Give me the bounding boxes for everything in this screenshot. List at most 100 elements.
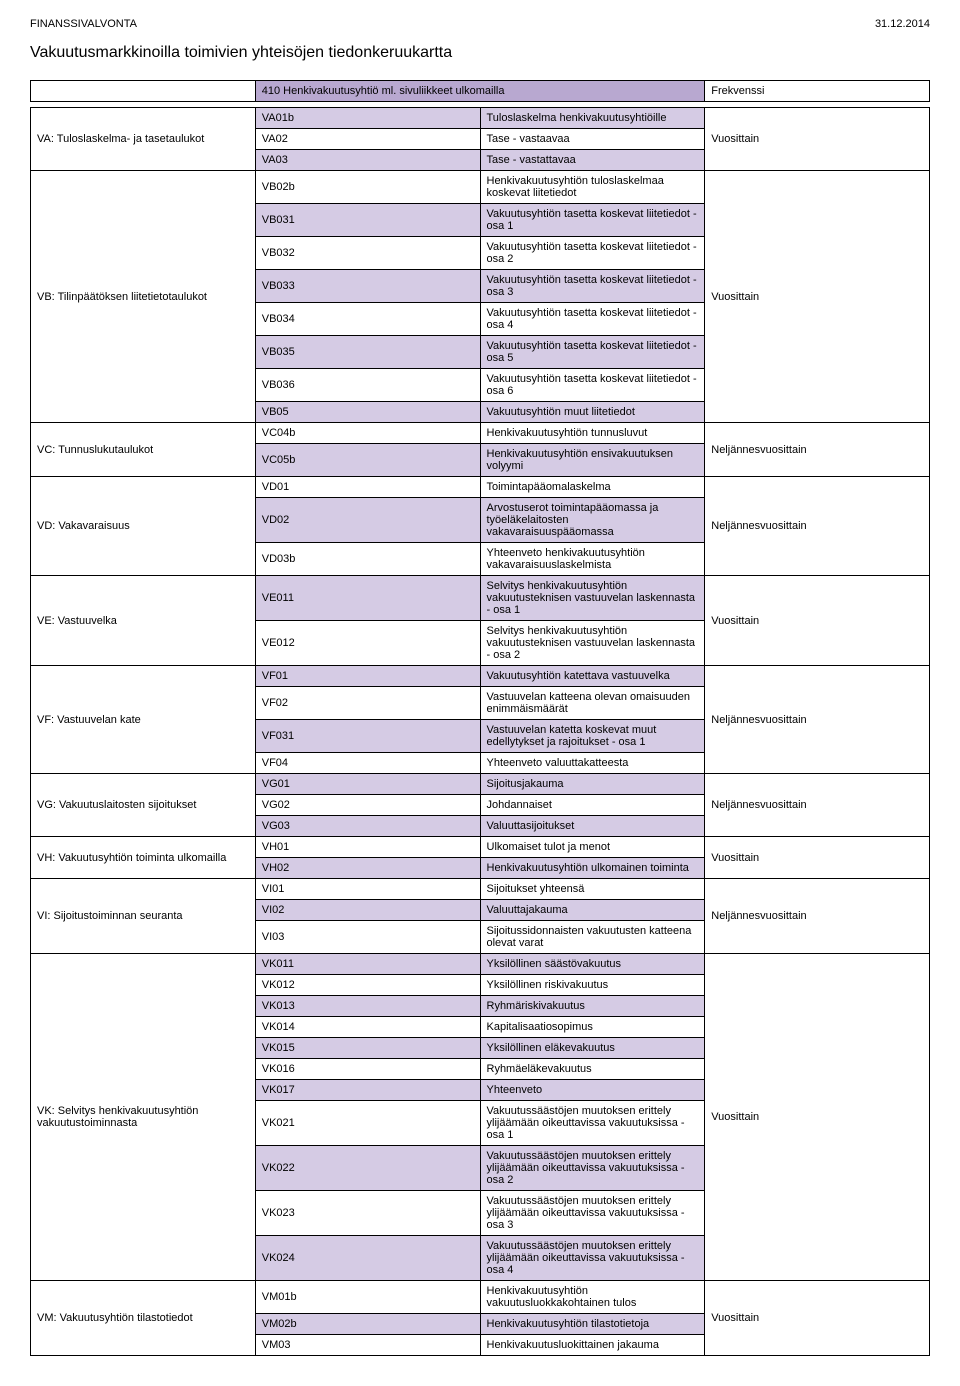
desc-cell: Henkivakuutusluokittainen jakauma <box>480 1335 705 1356</box>
freq-cell: Vuosittain <box>705 171 930 423</box>
desc-cell: Vakuutusyhtiön muut liitetiedot <box>480 402 705 423</box>
code-cell: VM02b <box>255 1314 480 1335</box>
table-row: VH: Vakuutusyhtiön toiminta ulkomaillaVH… <box>31 837 930 858</box>
page-title: Vakuutusmarkkinoilla toimivien yhteisöje… <box>30 44 930 62</box>
code-cell: VF04 <box>255 753 480 774</box>
desc-cell: Selvitys henkivakuutusyhtiön vakuutustek… <box>480 621 705 666</box>
doc-date: 31.12.2014 <box>875 18 930 30</box>
desc-cell: Tase - vastattavaa <box>480 150 705 171</box>
desc-cell: Valuuttasijoitukset <box>480 816 705 837</box>
desc-cell: Vakuutusyhtiön tasetta koskevat liitetie… <box>480 237 705 270</box>
code-cell: VK016 <box>255 1059 480 1080</box>
desc-cell: Vakuutussäästöjen muutoksen erittely yli… <box>480 1146 705 1191</box>
table-row: VG: Vakuutuslaitosten sijoituksetVG01Sij… <box>31 774 930 795</box>
code-cell: VG02 <box>255 795 480 816</box>
code-cell: VA03 <box>255 150 480 171</box>
freq-cell: Vuosittain <box>705 837 930 879</box>
desc-cell: Vakuutusyhtiön tasetta koskevat liitetie… <box>480 303 705 336</box>
desc-cell: Vakuutusyhtiön katettava vastuuvelka <box>480 666 705 687</box>
freq-cell: Vuosittain <box>705 108 930 171</box>
code-cell: VD03b <box>255 543 480 576</box>
desc-cell: Ryhmäeläkevakuutus <box>480 1059 705 1080</box>
code-cell: VC05b <box>255 444 480 477</box>
code-cell: VF031 <box>255 720 480 753</box>
desc-cell: Sijoitussidonnaisten vakuutusten katteen… <box>480 921 705 954</box>
table-row: VK: Selvitys henkivakuutusyhtiön vakuutu… <box>31 954 930 975</box>
group-label: VA: Tuloslaskelma- ja tasetaulukot <box>31 108 256 171</box>
freq-cell: Neljännesvuosittain <box>705 879 930 954</box>
desc-cell: Henkivakuutusyhtiön tunnusluvut <box>480 423 705 444</box>
desc-cell: Vakuutussäästöjen muutoksen erittely yli… <box>480 1101 705 1146</box>
desc-cell: Yhteenveto henkivakuutusyhtiön vakavarai… <box>480 543 705 576</box>
desc-cell: Ulkomaiset tulot ja menot <box>480 837 705 858</box>
code-cell: VK023 <box>255 1191 480 1236</box>
code-cell: VA02 <box>255 129 480 150</box>
desc-cell: Henkivakuutusyhtiön ensivakuutuksen voly… <box>480 444 705 477</box>
desc-cell: Yhteenveto <box>480 1080 705 1101</box>
code-cell: VM03 <box>255 1335 480 1356</box>
table-row: VI: Sijoitustoiminnan seurantaVI01Sijoit… <box>31 879 930 900</box>
code-cell: VK011 <box>255 954 480 975</box>
desc-cell: Vastuuvelan katteena olevan omaisuuden e… <box>480 687 705 720</box>
table-row: VM: Vakuutusyhtiön tilastotiedotVM01bHen… <box>31 1281 930 1314</box>
freq-cell: Vuosittain <box>705 576 930 666</box>
desc-cell: Vakuutusyhtiön tasetta koskevat liitetie… <box>480 336 705 369</box>
group-label: VB: Tilinpäätöksen liitetietotaulukot <box>31 171 256 423</box>
desc-cell: Henkivakuutusyhtiön tuloslaskelmaa koske… <box>480 171 705 204</box>
code-cell: VF01 <box>255 666 480 687</box>
code-cell: VB031 <box>255 204 480 237</box>
freq-cell: Neljännesvuosittain <box>705 423 930 477</box>
freq-header: Frekvenssi <box>705 81 930 102</box>
desc-cell: Ryhmäriskivakuutus <box>480 996 705 1017</box>
code-cell: VK012 <box>255 975 480 996</box>
group-label: VC: Tunnuslukutaulukot <box>31 423 256 477</box>
code-cell: VA01b <box>255 108 480 129</box>
desc-cell: Arvostuserot toimintapääomassa ja työelä… <box>480 498 705 543</box>
freq-cell: Neljännesvuosittain <box>705 477 930 576</box>
group-label: VH: Vakuutusyhtiön toiminta ulkomailla <box>31 837 256 879</box>
desc-cell: Selvitys henkivakuutusyhtiön vakuutustek… <box>480 576 705 621</box>
freq-cell: Neljännesvuosittain <box>705 666 930 774</box>
code-cell: VB034 <box>255 303 480 336</box>
freq-cell: Vuosittain <box>705 954 930 1281</box>
table-row: VA: Tuloslaskelma- ja tasetaulukotVA01bT… <box>31 108 930 129</box>
desc-cell: Vakuutusyhtiön tasetta koskevat liitetie… <box>480 270 705 303</box>
code-cell: VH01 <box>255 837 480 858</box>
code-cell: VI03 <box>255 921 480 954</box>
table-row: VE: VastuuvelkaVE011Selvitys henkivakuut… <box>31 576 930 621</box>
table-row: VF: Vastuuvelan kateVF01Vakuutusyhtiön k… <box>31 666 930 687</box>
code-cell: VK015 <box>255 1038 480 1059</box>
group-label: VI: Sijoitustoiminnan seuranta <box>31 879 256 954</box>
desc-cell: Vakuutusyhtiön tasetta koskevat liitetie… <box>480 204 705 237</box>
freq-cell: Neljännesvuosittain <box>705 774 930 837</box>
code-cell: VK013 <box>255 996 480 1017</box>
desc-cell: Sijoitusjakauma <box>480 774 705 795</box>
group-label: VK: Selvitys henkivakuutusyhtiön vakuutu… <box>31 954 256 1281</box>
desc-cell: Toimintapääomalaskelma <box>480 477 705 498</box>
data-table: 410 Henkivakuutusyhtiö ml. sivuliikkeet … <box>30 80 930 1356</box>
table-row: VD: VakavaraisuusVD01Toimintapääomalaske… <box>31 477 930 498</box>
code-cell: VF02 <box>255 687 480 720</box>
code-cell: VB033 <box>255 270 480 303</box>
code-cell: VI02 <box>255 900 480 921</box>
group-label: VG: Vakuutuslaitosten sijoitukset <box>31 774 256 837</box>
code-cell: VD01 <box>255 477 480 498</box>
desc-cell: Henkivakuutusyhtiön tilastotietoja <box>480 1314 705 1335</box>
desc-cell: Yksilöllinen riskivakuutus <box>480 975 705 996</box>
desc-cell: Tase - vastaavaa <box>480 129 705 150</box>
code-cell: VK022 <box>255 1146 480 1191</box>
code-cell: VH02 <box>255 858 480 879</box>
desc-cell: Vakuutussäästöjen muutoksen erittely yli… <box>480 1236 705 1281</box>
code-cell: VI01 <box>255 879 480 900</box>
code-cell: VD02 <box>255 498 480 543</box>
code-cell: VE012 <box>255 621 480 666</box>
code-cell: VG03 <box>255 816 480 837</box>
code-cell: VK024 <box>255 1236 480 1281</box>
code-cell: VK014 <box>255 1017 480 1038</box>
code-cell: VB035 <box>255 336 480 369</box>
group-label: VD: Vakavaraisuus <box>31 477 256 576</box>
table-row: VB: Tilinpäätöksen liitetietotaulukotVB0… <box>31 171 930 204</box>
desc-cell: Tuloslaskelma henkivakuutusyhtiöille <box>480 108 705 129</box>
desc-cell: Henkivakuutusyhtiön ulkomainen toiminta <box>480 858 705 879</box>
code-cell: VG01 <box>255 774 480 795</box>
